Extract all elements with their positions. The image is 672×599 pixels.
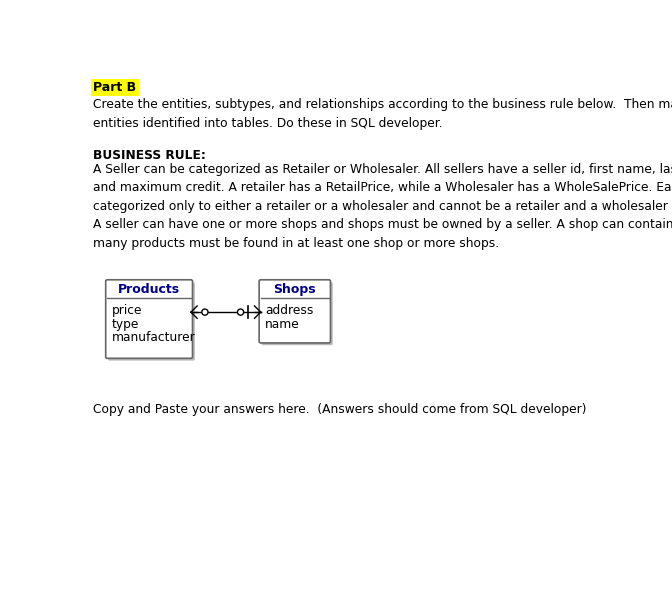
Text: name: name (265, 317, 300, 331)
Text: manufacturer: manufacturer (112, 331, 196, 344)
FancyBboxPatch shape (106, 280, 192, 358)
Text: Part B: Part B (93, 81, 136, 94)
Text: A Seller can be categorized as Retailer or Wholesaler. All sellers have a seller: A Seller can be categorized as Retailer … (93, 163, 672, 250)
Text: BUSINESS RULE:: BUSINESS RULE: (93, 149, 206, 162)
Circle shape (202, 309, 208, 315)
Circle shape (237, 309, 244, 315)
Text: Products: Products (118, 283, 180, 297)
FancyBboxPatch shape (259, 280, 331, 343)
Text: Create the entities, subtypes, and relationships according to the business rule : Create the entities, subtypes, and relat… (93, 98, 672, 129)
Text: Shops: Shops (274, 283, 316, 297)
FancyBboxPatch shape (261, 282, 333, 345)
Text: price: price (112, 304, 142, 317)
Text: Copy and Paste your answers here.  (Answers should come from SQL developer): Copy and Paste your answers here. (Answe… (93, 403, 587, 416)
Text: address: address (265, 304, 314, 317)
Text: type: type (112, 317, 139, 331)
FancyBboxPatch shape (108, 282, 195, 361)
